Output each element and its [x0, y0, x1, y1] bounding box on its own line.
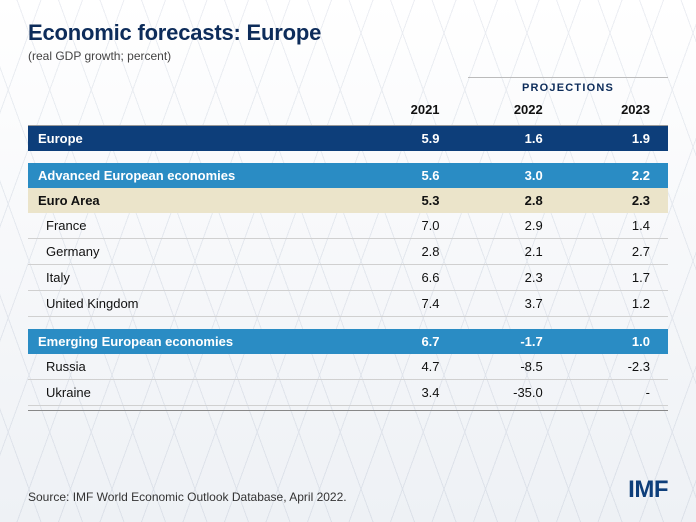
- table-row: Italy6.62.31.7: [28, 265, 668, 291]
- row-value: 5.9: [358, 126, 461, 152]
- table-row: Emerging European economies6.7-1.71.0: [28, 329, 668, 354]
- table-row: Euro Area5.32.82.3: [28, 188, 668, 213]
- table-header-row: 2021 2022 2023: [28, 96, 668, 126]
- forecast-card: Economic forecasts: Europe (real GDP gro…: [0, 0, 696, 522]
- row-value: -8.5: [462, 354, 565, 380]
- row-value: 3.4: [358, 380, 461, 406]
- row-value: 2.2: [565, 163, 668, 188]
- table-row: Ukraine3.4-35.0-: [28, 380, 668, 406]
- table-row: United Kingdom7.43.71.2: [28, 291, 668, 317]
- row-label: France: [28, 213, 358, 239]
- row-label: Europe: [28, 126, 358, 152]
- row-label: Italy: [28, 265, 358, 291]
- row-label: Emerging European economies: [28, 329, 358, 354]
- row-value: 2.8: [358, 239, 461, 265]
- row-value: 2.9: [462, 213, 565, 239]
- table-row: Europe5.91.61.9: [28, 126, 668, 152]
- row-value: 1.7: [565, 265, 668, 291]
- row-label: Germany: [28, 239, 358, 265]
- row-label: Russia: [28, 354, 358, 380]
- source-text: Source: IMF World Economic Outlook Datab…: [28, 490, 347, 504]
- row-value: 2.1: [462, 239, 565, 265]
- table-end-rule: [28, 410, 668, 411]
- table-row: Russia4.7-8.5-2.3: [28, 354, 668, 380]
- row-label: Advanced European economies: [28, 163, 358, 188]
- table-row: [28, 151, 668, 163]
- projections-label: PROJECTIONS: [468, 77, 668, 94]
- row-label: United Kingdom: [28, 291, 358, 317]
- row-label: Ukraine: [28, 380, 358, 406]
- table-row: [28, 317, 668, 330]
- row-value: 2.3: [462, 265, 565, 291]
- row-value: 6.6: [358, 265, 461, 291]
- forecast-table: 2021 2022 2023 Europe5.91.61.9 Advanced E…: [28, 96, 668, 406]
- row-value: 1.9: [565, 126, 668, 152]
- row-value: 3.7: [462, 291, 565, 317]
- row-value: -35.0: [462, 380, 565, 406]
- row-value: -1.7: [462, 329, 565, 354]
- row-value: 2.8: [462, 188, 565, 213]
- row-value: -: [565, 380, 668, 406]
- page-title: Economic forecasts: Europe: [28, 20, 668, 46]
- row-value: 6.7: [358, 329, 461, 354]
- row-value: 1.0: [565, 329, 668, 354]
- row-value: 7.4: [358, 291, 461, 317]
- col-header-2023: 2023: [565, 96, 668, 126]
- row-value: -2.3: [565, 354, 668, 380]
- table-row: France7.02.91.4: [28, 213, 668, 239]
- row-value: 2.7: [565, 239, 668, 265]
- table-row: Advanced European economies5.63.02.2: [28, 163, 668, 188]
- row-label: Euro Area: [28, 188, 358, 213]
- col-header-2021: 2021: [358, 96, 461, 126]
- col-header-2022: 2022: [462, 96, 565, 126]
- page-subtitle: (real GDP growth; percent): [28, 49, 668, 63]
- projections-header-wrap: PROJECTIONS: [28, 77, 668, 94]
- spacer-cell: [28, 317, 668, 330]
- row-value: 1.4: [565, 213, 668, 239]
- spacer-cell: [28, 151, 668, 163]
- row-value: 5.3: [358, 188, 461, 213]
- col-header-label: [28, 96, 358, 126]
- row-value: 7.0: [358, 213, 461, 239]
- footer: Source: IMF World Economic Outlook Datab…: [28, 476, 668, 504]
- row-value: 2.3: [565, 188, 668, 213]
- imf-logo: IMF: [628, 476, 668, 504]
- table-row: Germany2.82.12.7: [28, 239, 668, 265]
- content-area: Economic forecasts: Europe (real GDP gro…: [28, 20, 668, 411]
- row-value: 1.6: [462, 126, 565, 152]
- row-value: 4.7: [358, 354, 461, 380]
- row-value: 3.0: [462, 163, 565, 188]
- row-value: 5.6: [358, 163, 461, 188]
- row-value: 1.2: [565, 291, 668, 317]
